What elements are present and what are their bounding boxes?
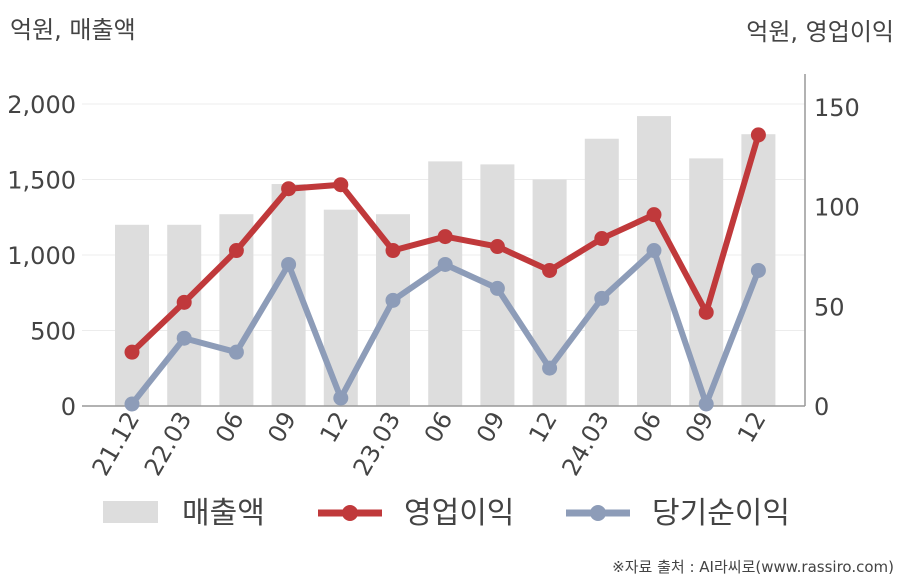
- source-note: ※자료 출처 : AI라씨로(www.rassiro.com): [612, 558, 894, 576]
- operating-profit-point-0: [124, 344, 140, 360]
- sales-bar-5: [376, 214, 410, 406]
- net-income-point-12: [750, 262, 766, 278]
- x-tick-label-8: 12: [523, 407, 563, 447]
- operating-profit-point-3: [281, 181, 297, 197]
- x-tick-label-10: 06: [628, 407, 668, 447]
- net-income-point-2: [228, 344, 244, 360]
- legend: 매출액 영업이익 당기순이익: [103, 496, 790, 531]
- x-tick-label-7: 09: [471, 407, 511, 447]
- legend-net-income-marker: [590, 505, 606, 521]
- left-tick-label-0: 0: [61, 393, 76, 421]
- right-tick-label-2: 100: [814, 194, 860, 222]
- legend-sales-swatch: [103, 501, 158, 523]
- net-income-point-9: [594, 290, 610, 306]
- line-series: [124, 127, 766, 412]
- x-tick-label-1: 22.03: [139, 407, 198, 481]
- operating-profit-point-8: [542, 262, 558, 278]
- left-axis-unit-label: 억원, 매출액: [10, 16, 136, 44]
- x-tick-label-5: 23.03: [348, 407, 407, 481]
- net-income-point-0: [124, 396, 140, 412]
- operating-profit-point-10: [646, 207, 662, 223]
- operating-profit-point-9: [594, 231, 610, 247]
- net-income-point-11: [698, 396, 714, 412]
- x-tick-label-9: 24.03: [556, 407, 615, 481]
- operating-profit-point-5: [385, 243, 401, 259]
- legend-item-net-income: 당기순이익: [566, 496, 790, 531]
- right-axis-unit-label: 억원, 영업이익: [746, 18, 894, 46]
- legend-item-sales: 매출액: [103, 496, 265, 531]
- sales-bar-2: [219, 214, 254, 406]
- left-tick-label-1: 500: [30, 318, 76, 346]
- sales-bar-9: [584, 138, 619, 407]
- left-axis-ticks: 0 500 1,000 1,500 2,000: [7, 91, 76, 421]
- legend-operating-profit-marker: [342, 505, 358, 521]
- axes: [82, 74, 806, 407]
- x-tick-label-4: 12: [314, 407, 354, 447]
- left-tick-label-4: 2,000: [7, 91, 76, 119]
- operating-profit-point-11: [698, 304, 714, 320]
- legend-sales-label: 매출액: [182, 496, 265, 531]
- operating-profit-point-12: [750, 127, 766, 143]
- right-axis-ticks: 0 50 100 150: [814, 94, 860, 421]
- legend-net-income-label: 당기순이익: [652, 496, 790, 531]
- right-tick-label-3: 150: [814, 94, 860, 122]
- x-tick-label-6: 06: [419, 407, 459, 447]
- right-tick-label-1: 50: [814, 293, 845, 321]
- net-income-point-4: [333, 390, 349, 406]
- right-tick-label-0: 0: [814, 393, 829, 421]
- left-tick-label-2: 1,000: [7, 242, 76, 270]
- net-income-point-10: [646, 243, 662, 259]
- operating-profit-point-4: [333, 177, 349, 193]
- net-income-point-1: [176, 330, 192, 346]
- sales-bar-6: [428, 161, 463, 406]
- left-tick-label-3: 1,500: [7, 167, 76, 195]
- net-income-point-8: [542, 360, 558, 376]
- x-tick-label-2: 06: [210, 407, 250, 447]
- net-income-point-6: [437, 256, 453, 272]
- x-tick-label-3: 09: [262, 407, 302, 447]
- sales-bar-0: [115, 224, 149, 406]
- net-income-point-7: [489, 280, 505, 296]
- operating-profit-point-6: [437, 229, 453, 245]
- operating-profit-point-7: [489, 239, 505, 255]
- x-tick-label-12: 12: [732, 407, 772, 447]
- net-income-point-5: [385, 292, 401, 308]
- legend-item-operating-profit: 영업이익: [318, 496, 514, 531]
- operating-profit-point-2: [228, 243, 244, 259]
- operating-profit-point-1: [176, 294, 192, 310]
- net-income-point-3: [281, 256, 297, 272]
- x-tick-label-11: 09: [680, 407, 720, 447]
- legend-operating-profit-label: 영업이익: [404, 496, 514, 531]
- x-tick-label-0: 21.12: [87, 407, 146, 481]
